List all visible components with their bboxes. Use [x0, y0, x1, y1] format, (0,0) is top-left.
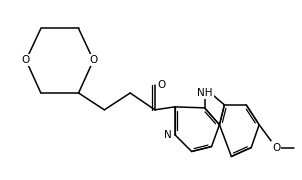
- Text: O: O: [158, 80, 166, 90]
- Text: N: N: [164, 130, 172, 140]
- Text: O: O: [89, 55, 98, 65]
- Text: NH: NH: [197, 88, 212, 98]
- Text: O: O: [22, 55, 30, 65]
- Text: O: O: [272, 143, 280, 153]
